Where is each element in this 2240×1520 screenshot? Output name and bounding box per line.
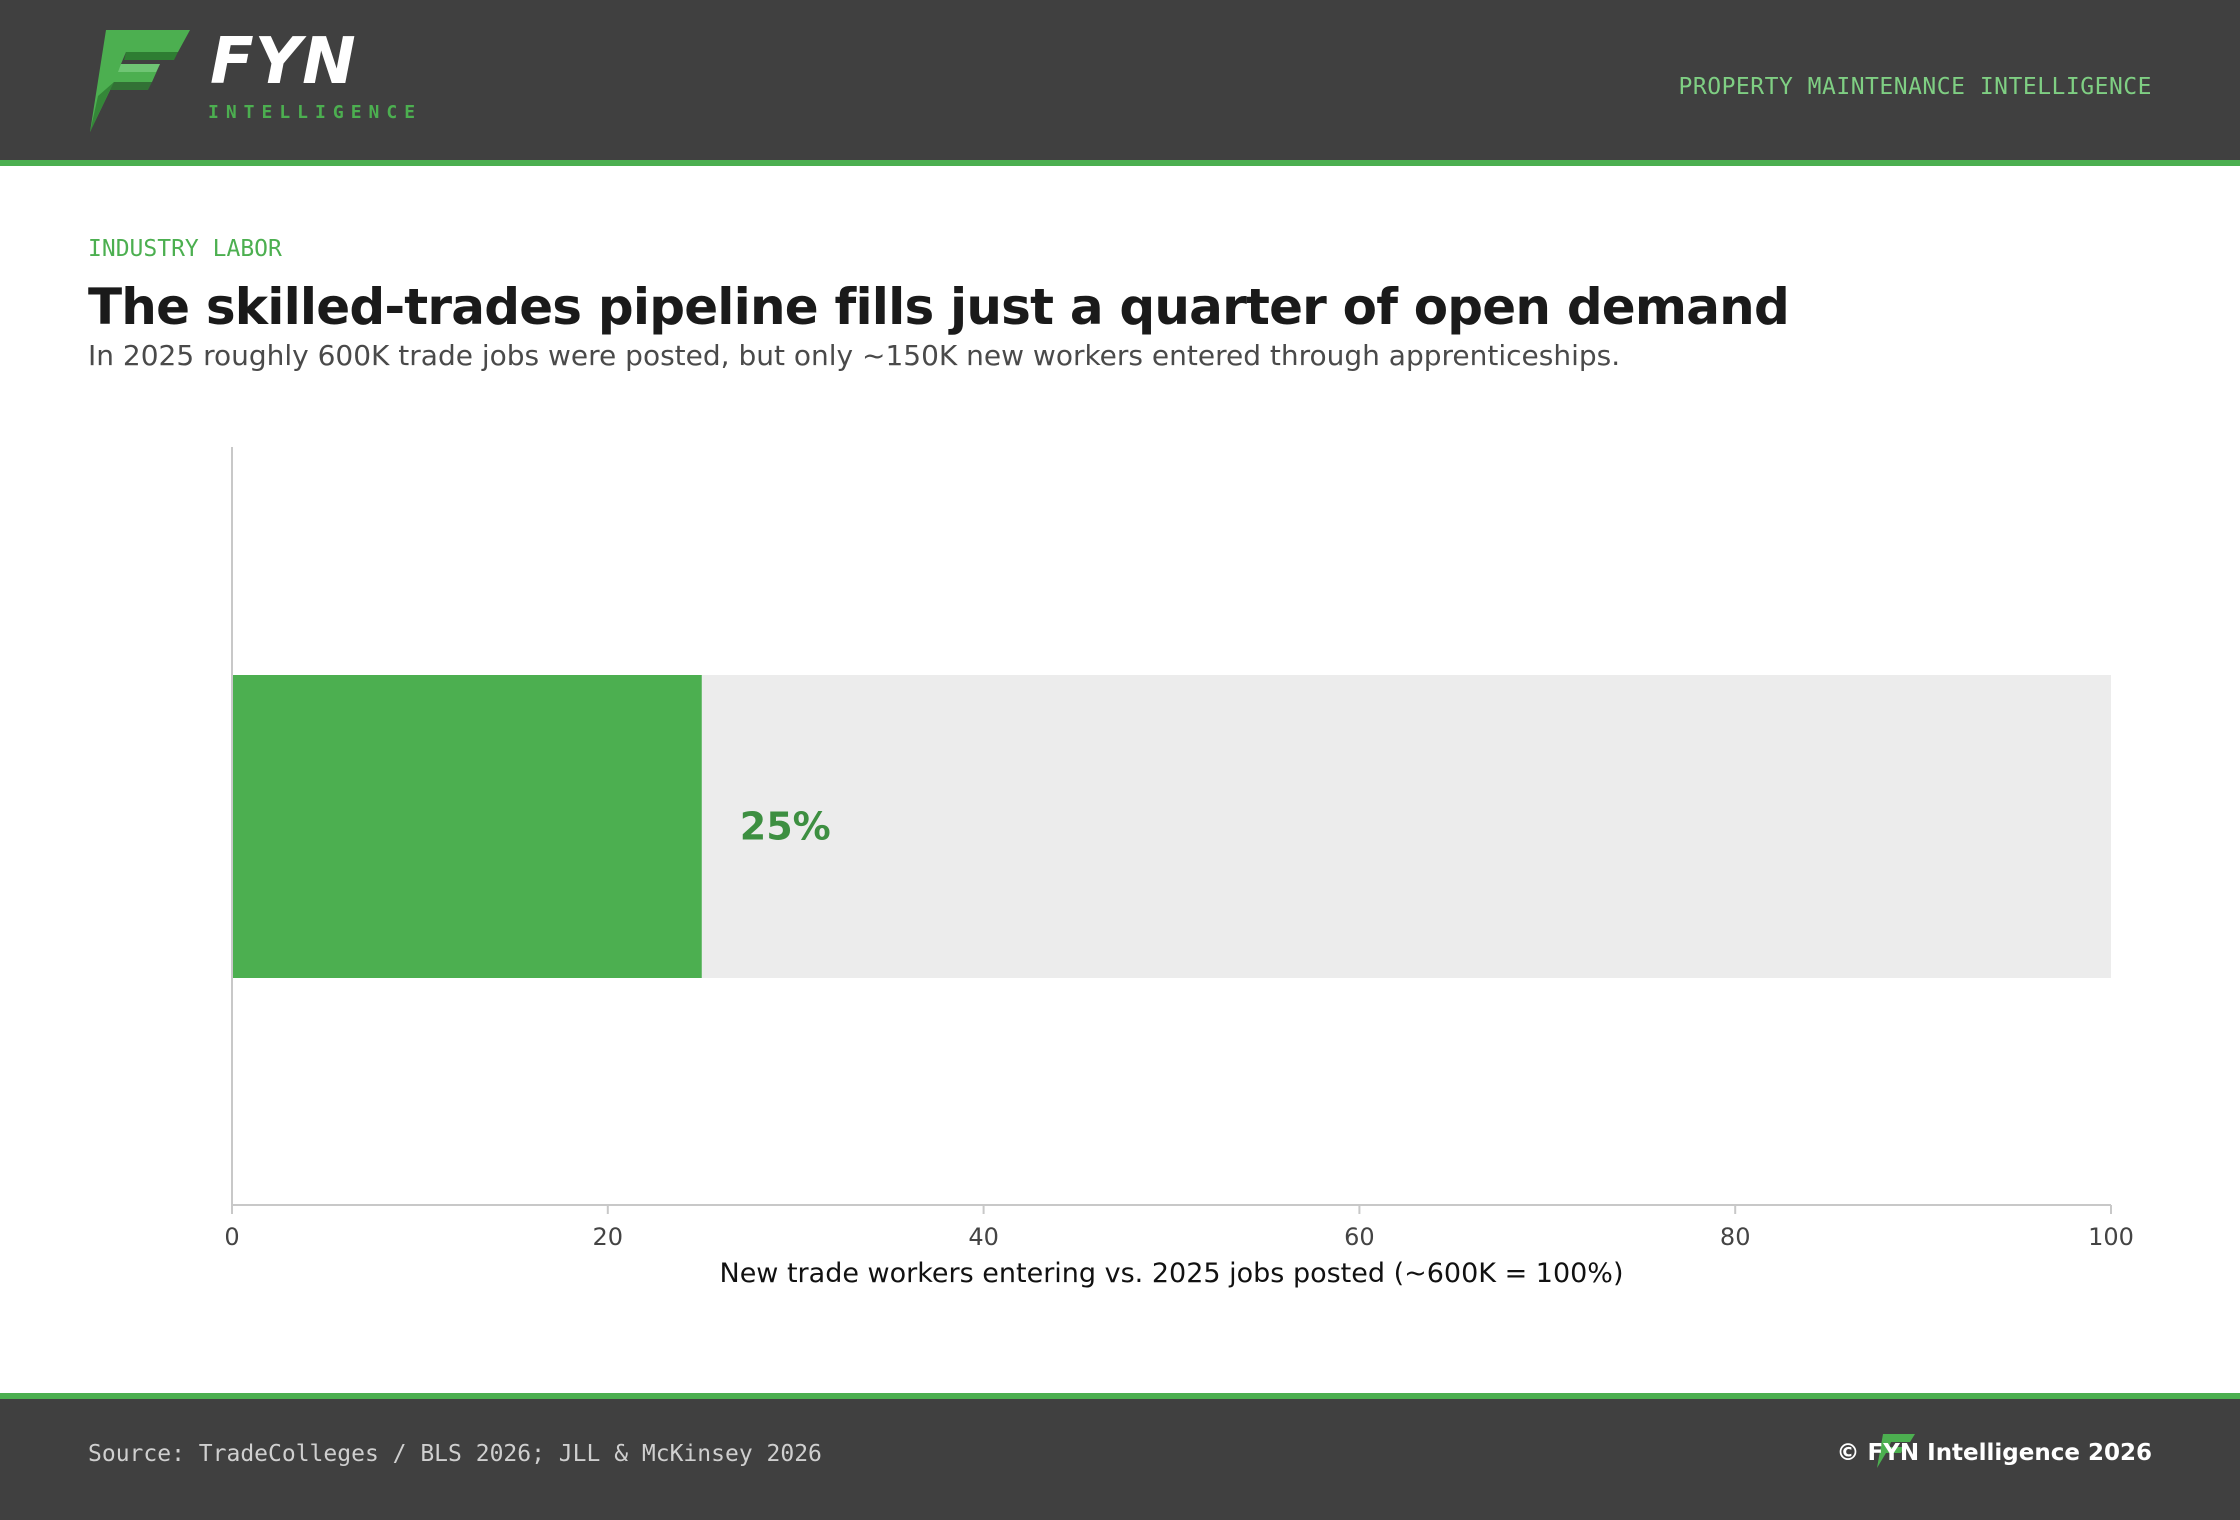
- x-tick-label: 0: [224, 1223, 239, 1251]
- x-tick-label: 100: [2088, 1223, 2134, 1251]
- page-title: The skilled-trades pipeline fills just a…: [88, 278, 1790, 336]
- x-tick-label: 60: [1344, 1223, 1375, 1251]
- bar: [232, 675, 702, 978]
- brand-name: FYN: [210, 25, 357, 99]
- x-axis-label: New trade workers entering vs. 2025 jobs…: [720, 1258, 1624, 1289]
- fyn-logo-icon: [90, 30, 190, 132]
- x-tick-label: 80: [1720, 1223, 1751, 1251]
- header: FYN INTELLIGENCE PROPERTY MAINTENANCE IN…: [0, 0, 2240, 166]
- copyright: © FYN Intelligence 2026: [1836, 1440, 2153, 1466]
- chart: 25% 0 20 40 60 80 100 New trade workers enter…: [224, 447, 2134, 1289]
- page-subtitle: In 2025 roughly 600K trade jobs were pos…: [88, 339, 1621, 372]
- footer: Source: TradeColleges / BLS 2026; JLL & …: [0, 1393, 2240, 1520]
- section-label: INDUSTRY LABOR: [88, 236, 282, 262]
- brand-subtitle: INTELLIGENCE: [208, 102, 423, 123]
- source-note: Source: TradeColleges / BLS 2026; JLL & …: [88, 1441, 822, 1467]
- header-tagline: PROPERTY MAINTENANCE INTELLIGENCE: [1678, 74, 2152, 100]
- bar-data-label: 25%: [740, 805, 831, 849]
- x-tick-label: 40: [968, 1223, 999, 1251]
- x-tick-label: 20: [593, 1223, 624, 1251]
- fyn-logo-small-icon: [1877, 1434, 1915, 1468]
